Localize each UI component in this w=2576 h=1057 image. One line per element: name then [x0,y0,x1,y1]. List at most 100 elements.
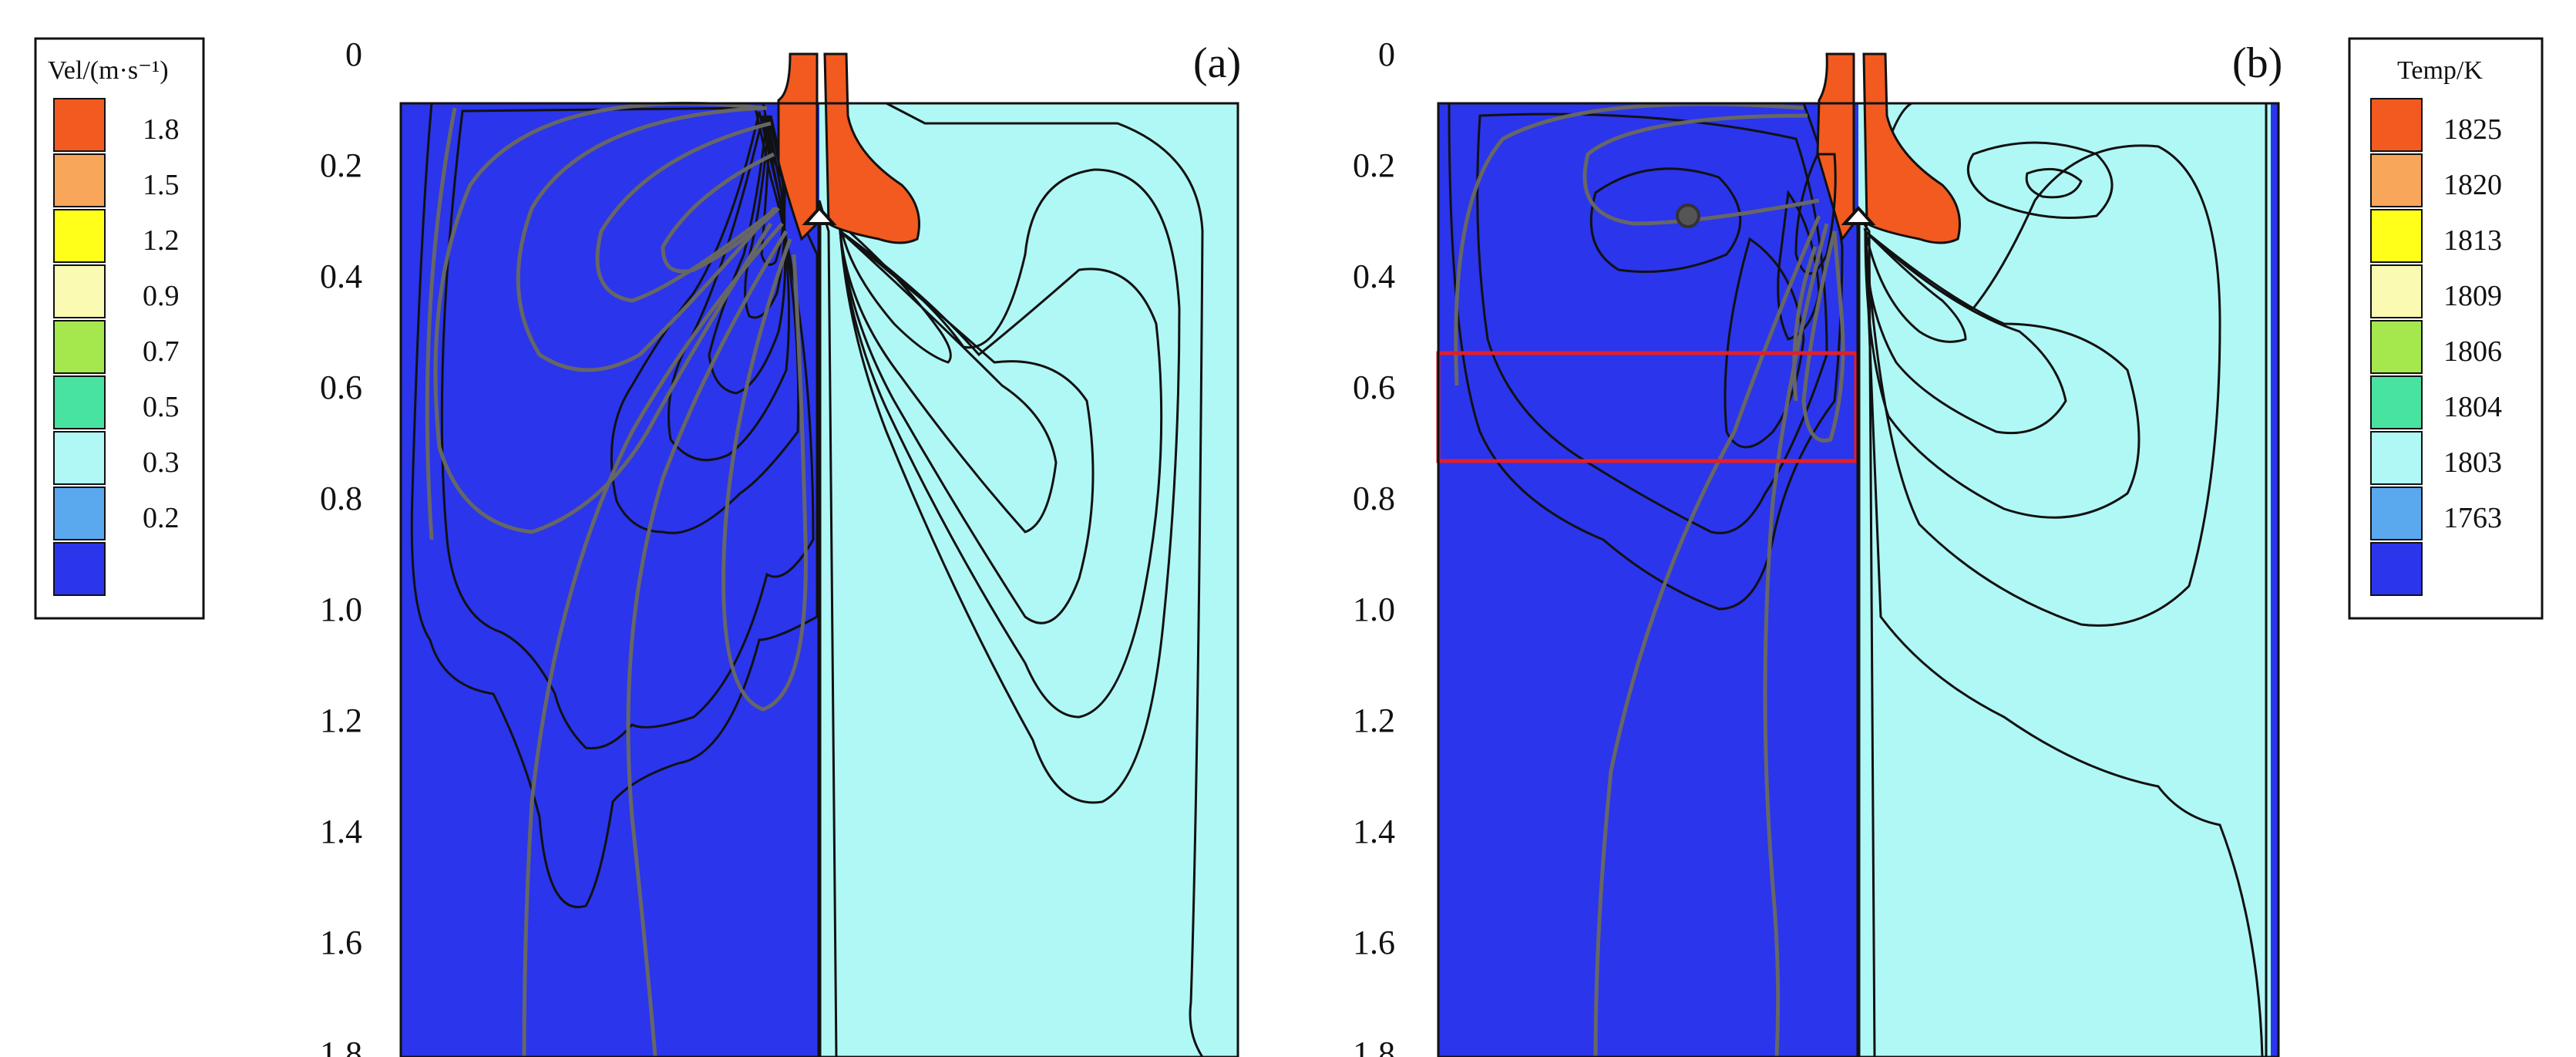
depth-tick-label: 1.8 [1353,1035,1395,1057]
velocity-depth-axis: 0 0.2 0.4 0.6 0.8 1.0 1.2 1.4 1.6 1.8 [320,35,362,1057]
velocity-mould-frame [399,102,1239,1057]
legend-swatch [53,264,106,318]
legend-swatch [53,209,106,263]
velocity-contour-0.2 [410,102,819,908]
velocity-contour-0.7 [668,115,791,462]
depth-tick-label: 1.0 [320,591,362,628]
temperature-left-contour-warm [1777,189,1821,341]
temperature-top-eddy-core [2025,167,2083,199]
legend-value-label: 0.7 [143,335,180,368]
legend-value-label: 1803 [2443,446,2502,479]
temperature-vortex-centre [1676,204,1700,228]
legend-swatch [53,153,106,207]
depth-tick-label: 1.4 [320,813,362,850]
temperature-left-vortex-core [1589,167,1742,273]
temperature-left-base [1438,103,1858,1057]
velocity-left-nozzle-jet [777,52,819,241]
temperature-top-eddy [1966,141,2114,219]
legend-value-label: 1.5 [143,169,180,201]
legend-value-label: 0.5 [143,391,180,423]
temperature-legend: Temp/K 1825 1820 1813 1809 1806 1804 1803 1763 [2348,37,2544,620]
velocity-contour-0.3 [440,106,815,750]
temperature-left-contour-mid [1476,113,1828,534]
temperature-depth-axis: 0 0.2 0.4 0.6 0.8 1.0 1.2 1.4 1.6 1.8 [1353,35,1395,1057]
depth-tick-label: 0.2 [1353,146,1395,184]
velocity-contour-right-1.2 [839,228,1058,534]
legend-swatch [2370,320,2423,374]
velocity-contour-panel: 0 0.2 0.4 0.6 0.8 1.0 1.2 1.4 1.6 1.8 [320,35,1241,1057]
temperature-panel-label: (b) [2232,39,2282,87]
temperature-left-contour-inner [1723,237,1805,449]
temperature-mould-frame [1437,102,2280,1057]
legend-value-label: 1763 [2443,502,2502,534]
temperature-contour-1813 [1864,228,2067,435]
temperature-contour-1806 [1864,144,2221,627]
legend-swatch [2370,209,2423,263]
legend-swatch-base [53,542,106,596]
temperature-left-jet-shoulder [1794,153,1837,275]
legend-swatch [2370,486,2423,540]
legend-value-label: 0.9 [143,280,180,312]
depth-tick-label: 0.4 [1353,258,1395,295]
legend-value-label: 1806 [2443,335,2502,368]
depth-tick-label: 1.0 [1353,591,1395,628]
legend-value-label: 0.3 [143,446,180,479]
legend-swatch [53,98,106,152]
legend-swatch [53,486,106,540]
velocity-panel-label: (a) [1193,39,1241,87]
depth-tick-label: 0.6 [320,369,362,406]
legend-swatch [2370,431,2423,485]
legend-swatch [2370,98,2423,152]
velocity-streamlines [425,101,808,1057]
temperature-left-nozzle-jet [1816,52,1855,242]
legend-value-label: 1804 [2443,391,2502,423]
depth-tick-label: 0 [1378,35,1395,73]
legend-swatch [53,320,106,374]
legend-swatch [2370,264,2423,318]
velocity-legend-title: Vel/(m·s⁻¹) [48,56,169,85]
legend-value-label: 1.8 [143,113,180,146]
velocity-wall-layer-right [886,102,1239,1057]
depth-tick-label: 0.4 [320,258,362,295]
velocity-contour-right-0.5 [839,168,1181,804]
legend-value-label: 0.2 [143,502,180,534]
temperature-right-wall [2271,103,2278,1057]
temperature-right-base [1858,103,2278,1057]
velocity-legend-items: 1.8 1.5 1.2 0.9 0.7 0.5 0.3 0.2 [53,98,180,596]
depth-tick-label: 1.4 [1353,813,1395,850]
temperature-contour-1809 [1864,228,2141,519]
velocity-contour-right-0.7 [839,228,1163,719]
depth-tick-label: 0.2 [320,146,362,184]
legend-swatch [53,431,106,485]
legend-value-label: 1820 [2443,169,2502,201]
depth-tick-label: 0.6 [1353,369,1395,406]
velocity-contour-right-1.5 [838,220,952,364]
depth-tick-label: 0.8 [1353,480,1395,517]
depth-tick-label: 1.6 [320,924,362,961]
velocity-contour-0.5 [610,111,800,534]
legend-value-label: 1825 [2443,113,2502,146]
velocity-right-base [819,103,1238,1057]
temperature-contour-1820 [1863,227,1967,343]
velocity-right-nozzle-jet [823,52,920,244]
temperature-legend-items: 1825 1820 1813 1809 1806 1804 1803 1763 [2370,98,2502,596]
depth-tick-label: 1.2 [1353,702,1395,739]
depth-tick-label: 0.8 [320,480,362,517]
velocity-contour-1.2 [744,115,786,319]
legend-swatch [2370,153,2423,207]
depth-tick-label: 1.8 [320,1035,362,1057]
velocity-legend: Vel/(m·s⁻¹) 1.8 1.5 1.2 0.9 0.7 0.5 0.3 0.2 [34,37,205,620]
temperature-contour-panel: 0 0.2 0.4 0.6 0.8 1.0 1.2 1.4 1.6 1.8 [1353,35,2282,1057]
legend-swatch [53,375,106,429]
velocity-contour-right-0.9 [839,228,1095,624]
temperature-legend-title: Temp/K [2397,56,2483,85]
temperature-left-contour-outer [1448,102,1844,611]
legend-value-label: 1813 [2443,224,2502,257]
temperature-streamlines [1454,102,1845,1057]
depth-tick-label: 0 [345,35,362,73]
depth-tick-label: 1.6 [1353,924,1395,961]
legend-value-label: 1809 [2443,280,2502,312]
legend-swatch [2370,375,2423,429]
temperature-right-nozzle-jet [1862,52,1961,244]
